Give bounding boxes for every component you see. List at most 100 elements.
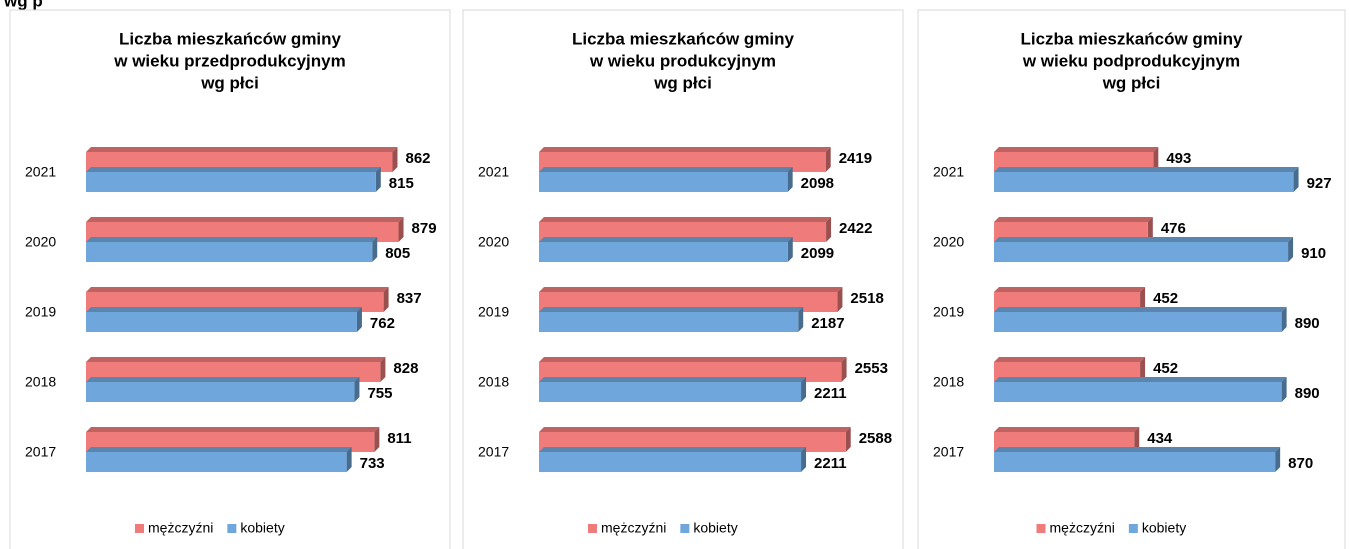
y-tick-label: 2021: [478, 164, 509, 180]
y-tick-label: 2020: [25, 234, 56, 250]
bar-top: [539, 357, 847, 362]
bar: [86, 452, 347, 472]
bar-top: [539, 147, 831, 152]
bar-top: [994, 287, 1146, 292]
chart-title: Liczba mieszkańców gminy: [572, 29, 795, 48]
data-label: 890: [1295, 315, 1320, 332]
bar-side: [1134, 427, 1140, 452]
bar-top: [86, 287, 389, 292]
bar-side: [825, 147, 831, 172]
bar: [539, 242, 788, 262]
data-label: 815: [389, 175, 414, 192]
bar-side: [383, 287, 389, 312]
bar-top: [86, 447, 352, 452]
bar-side: [380, 357, 386, 382]
data-label: 452: [1153, 360, 1178, 377]
chart-title: Liczba mieszkańców gminy: [1020, 29, 1243, 48]
data-label: 2518: [850, 290, 883, 307]
bar-side: [372, 237, 378, 262]
bar-side: [1288, 237, 1294, 262]
bar-top: [86, 147, 398, 152]
y-tick-label: 2017: [478, 444, 509, 460]
bar-side: [1293, 167, 1299, 192]
data-label: 879: [412, 220, 437, 237]
legend-swatch: [135, 524, 144, 533]
chart-title: wg płci: [653, 73, 712, 92]
data-label: 493: [1166, 150, 1191, 167]
bar-top: [539, 447, 807, 452]
bar: [994, 452, 1276, 472]
bar-top: [86, 427, 380, 432]
bar-side: [356, 307, 362, 332]
legend-swatch: [588, 524, 597, 533]
bar: [539, 452, 802, 472]
legend-label: mężczyźni: [601, 520, 666, 536]
bar-top: [994, 217, 1153, 222]
bar-top: [994, 447, 1281, 452]
data-label: 476: [1161, 220, 1186, 237]
chart-title: wg płci: [1102, 73, 1161, 92]
data-label: 862: [405, 150, 430, 167]
bar-side: [375, 167, 381, 192]
bar-side: [1275, 447, 1281, 472]
chart-title: w wieku produkcyjnym: [589, 51, 776, 70]
data-label: 762: [370, 315, 395, 332]
data-label: 2187: [811, 315, 844, 332]
bar-side: [801, 447, 807, 472]
legend-swatch: [1128, 524, 1138, 533]
y-tick-label: 2021: [933, 164, 964, 180]
bar-side: [346, 447, 352, 472]
data-label: 837: [397, 290, 422, 307]
bar-top: [539, 307, 804, 312]
legend-label: kobiety: [1142, 520, 1186, 536]
y-tick-label: 2017: [933, 444, 964, 460]
data-label: 2422: [839, 220, 872, 237]
data-label: 733: [360, 455, 385, 472]
bar-side: [837, 287, 843, 312]
bar-top: [994, 427, 1140, 432]
data-label: 2099: [801, 245, 834, 262]
data-label: 2419: [839, 150, 872, 167]
bar-top: [86, 357, 386, 362]
y-tick-label: 2020: [478, 234, 509, 250]
bar-side: [398, 217, 404, 242]
bar-top: [994, 357, 1146, 362]
y-tick-label: 2019: [25, 304, 56, 320]
data-label: 2098: [801, 175, 834, 192]
bar-top: [86, 217, 404, 222]
bar-side: [1147, 217, 1153, 242]
data-label: 2588: [859, 430, 892, 447]
bar-side: [845, 427, 851, 452]
legend-swatch: [1036, 524, 1046, 533]
bar-side: [1140, 357, 1146, 382]
bar: [539, 382, 802, 402]
data-label: 910: [1301, 245, 1326, 262]
bar-side: [1281, 377, 1287, 402]
header: wg p: [3, 0, 43, 10]
data-label: 805: [385, 245, 410, 262]
bar-side: [798, 307, 804, 332]
data-label: 2211: [814, 455, 847, 472]
legend-label: kobiety: [240, 520, 284, 536]
chart-title: w wieku podprodukcyjnym: [1022, 51, 1240, 70]
bar-top: [539, 287, 843, 292]
bar-top: [994, 307, 1287, 312]
bar-side: [787, 167, 793, 192]
y-tick-label: 2018: [478, 374, 509, 390]
bar: [994, 312, 1282, 332]
bar-top: [539, 377, 807, 382]
legend-label: kobiety: [693, 520, 737, 536]
bar: [86, 242, 373, 262]
bar-side: [801, 377, 807, 402]
y-tick-label: 2018: [933, 374, 964, 390]
bar-side: [354, 377, 360, 402]
bar-side: [392, 147, 398, 172]
y-tick-label: 2020: [933, 234, 964, 250]
legend-swatch: [227, 524, 237, 533]
bar: [86, 172, 376, 192]
bar-top: [86, 377, 360, 382]
bar-side: [1281, 307, 1287, 332]
bar: [994, 172, 1294, 192]
bar-top: [994, 147, 1159, 152]
bar: [86, 312, 357, 332]
